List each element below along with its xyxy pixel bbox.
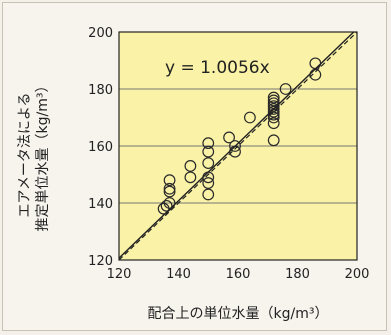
x-axis-label: 配合上の単位水量（kg/m³） [148,306,329,322]
data-point [163,182,176,195]
x-tick-label: 200 [345,267,370,282]
y-tick-labels: 120 140 160 180 200 [88,26,113,269]
regression-line [118,31,355,259]
x-tick-label: 180 [285,267,310,282]
data-point [267,94,280,107]
data-point [267,117,280,130]
data-point [160,199,173,212]
regression-equation: y = 1.0056x [165,58,270,78]
data-point [163,197,176,209]
equality-line [118,31,358,261]
x-tick-label: 160 [226,267,251,282]
plot-area [118,31,358,261]
data-point [243,111,256,124]
y-axis-label-line1: エアメータ法による [17,93,33,218]
data-point [202,137,215,150]
x-tick-label: 120 [107,267,132,282]
y-axis-label-group: エアメータ法による 推定単位水量（kg/m³） [17,79,51,232]
y-tick-label: 120 [88,254,113,269]
y-tick-label: 140 [88,197,113,212]
data-point [202,188,215,201]
data-point [267,103,280,115]
y-tick-label: 180 [88,83,113,98]
plot-border [118,31,358,261]
data-point [202,177,215,189]
data-point [184,171,197,184]
y-tick-label: 160 [88,140,113,155]
y-axis-label-line2: 推定単位水量（kg/m³） [35,79,51,232]
y-tick-label: 200 [88,26,113,41]
data-point [229,140,241,152]
data-point [267,134,280,147]
data-point [184,160,197,172]
x-tick-labels: 120 140 160 180 200 [107,267,370,282]
data-point [163,185,176,198]
data-point [223,131,235,144]
data-point [267,105,280,118]
data-point [202,157,215,170]
data-point [267,100,280,112]
data-point [267,91,280,104]
data-point [279,83,292,95]
x-tick-label: 140 [166,267,191,282]
data-point [163,174,176,187]
data-point [202,145,215,158]
data-point [267,111,280,124]
